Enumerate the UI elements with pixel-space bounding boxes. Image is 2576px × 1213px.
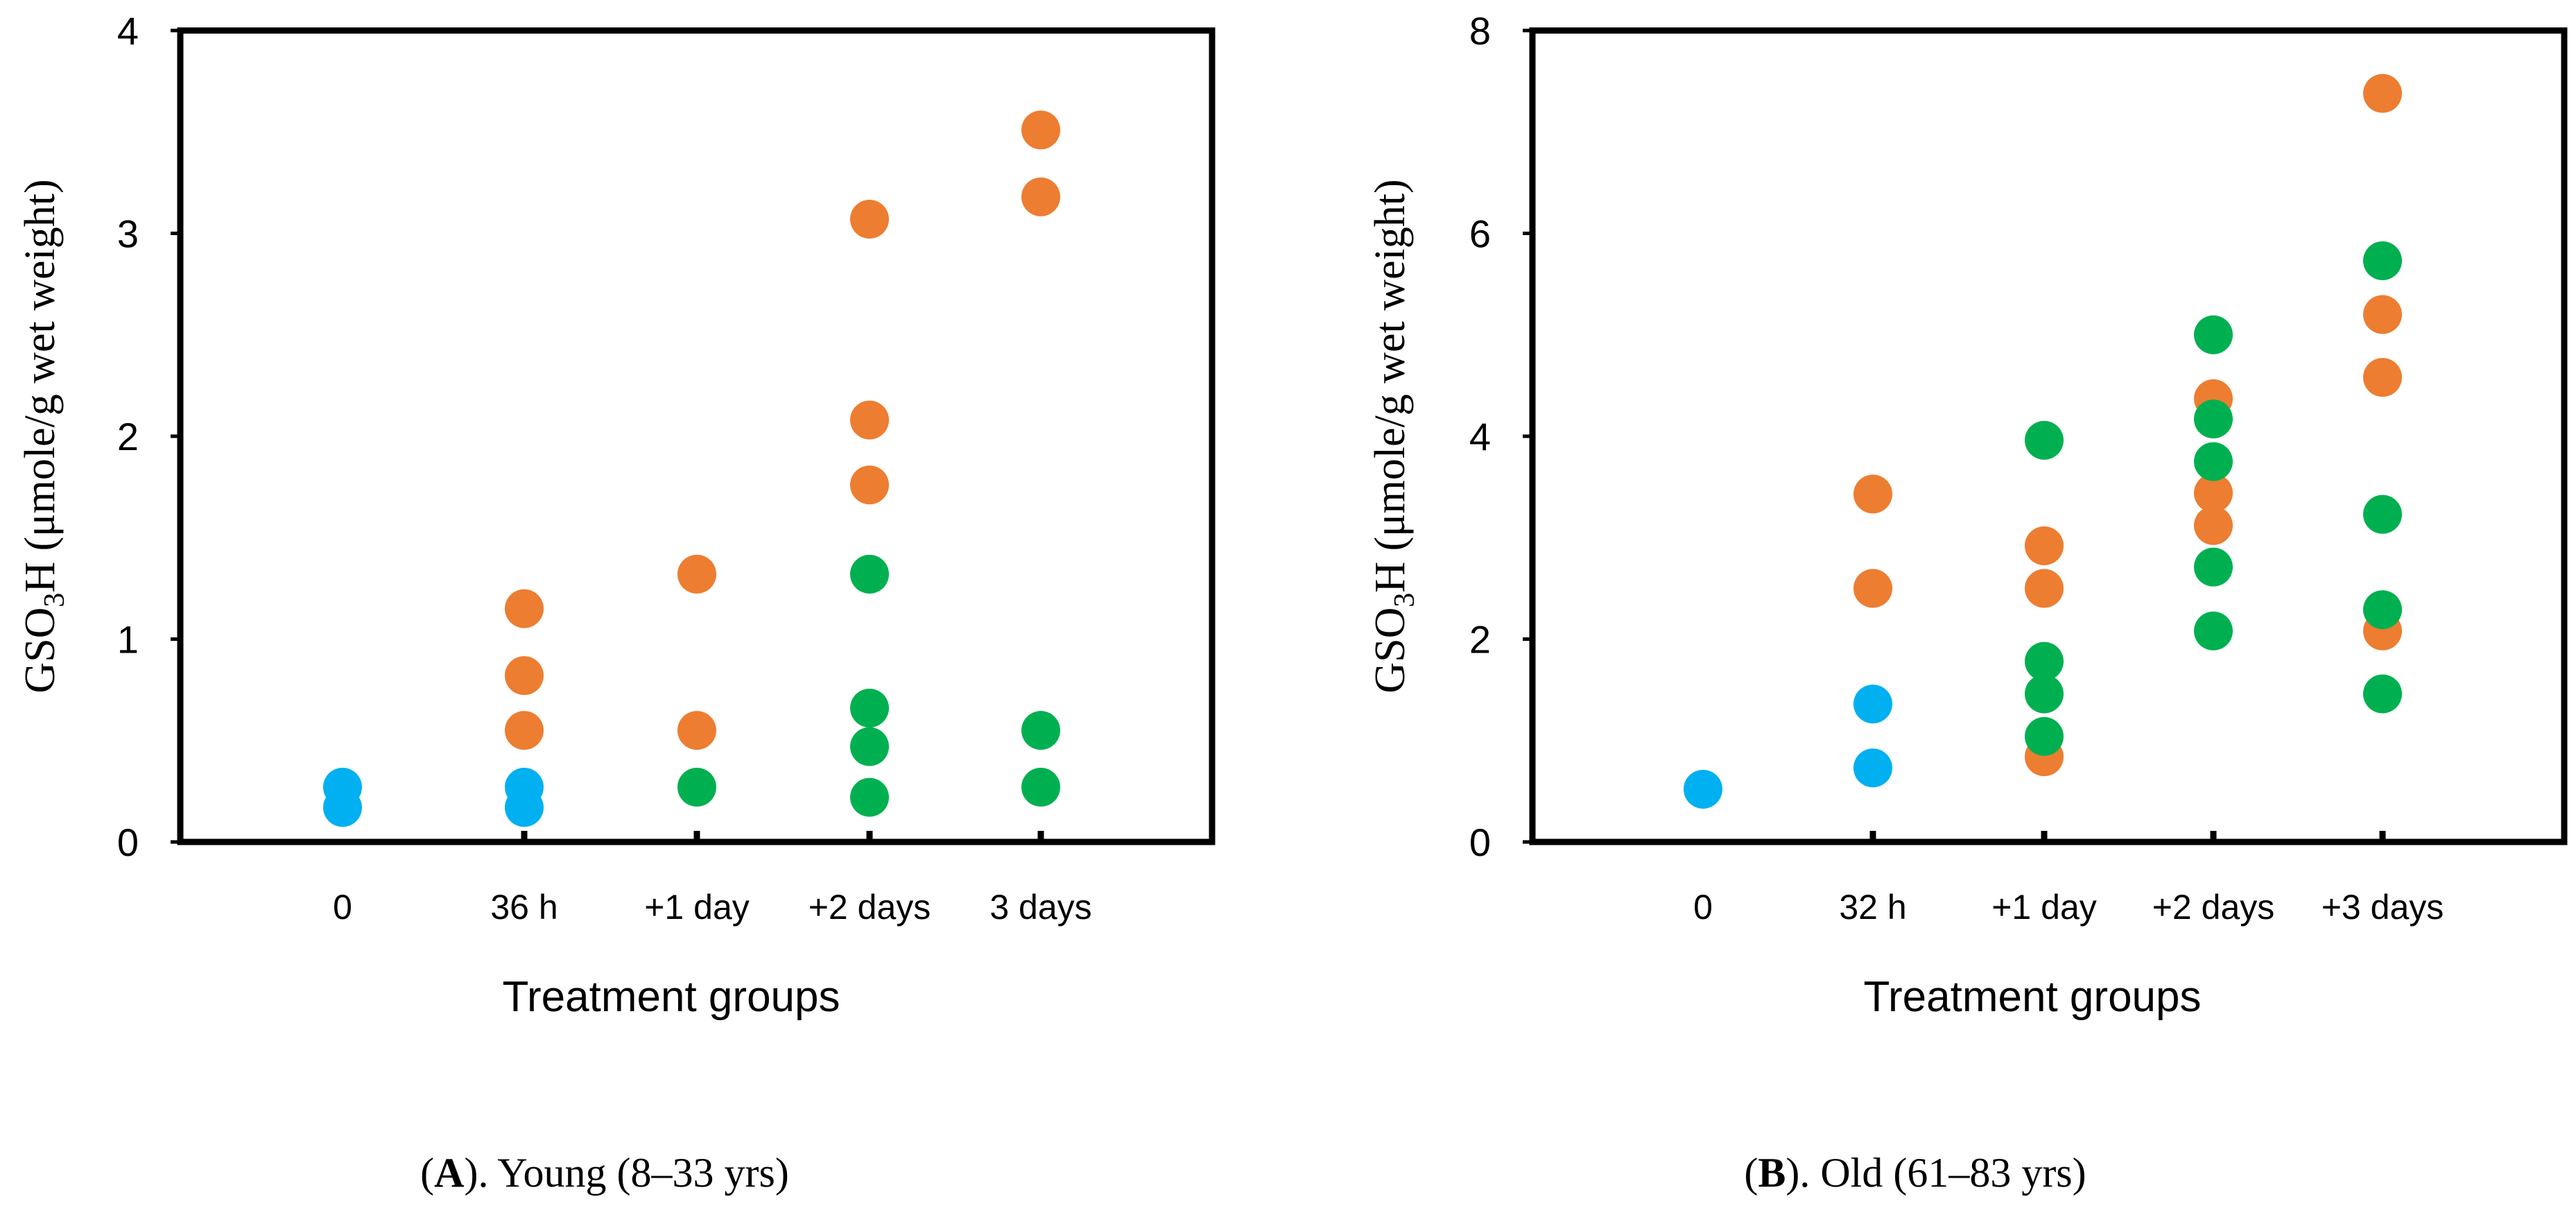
panel-b-x-tick-label: +3 days xyxy=(2322,888,2444,927)
panel-a-point-green xyxy=(1021,711,1060,750)
panel-b-x-tick-label: 32 h xyxy=(1839,888,1906,927)
panel-a-points xyxy=(323,110,1060,827)
panel-b-point-green xyxy=(2194,315,2233,354)
panel-b-caption: (B). Old (61–83 yrs) xyxy=(1744,1150,2086,1196)
panel-b-y-ticks: 0 2 4 6 8 xyxy=(1469,9,1532,864)
panel-a-point-blue xyxy=(323,788,362,827)
panel-a-caption: (A). Young (8–33 yrs) xyxy=(420,1150,789,1196)
panel-a-point-green xyxy=(1021,768,1060,807)
panel-b-point-blue xyxy=(1684,769,1722,809)
panel-b-point-green xyxy=(2194,611,2233,651)
panel-a-point-orange xyxy=(505,656,544,696)
panel-a-point-blue xyxy=(505,788,544,827)
panel-b-y-tick-label: 8 xyxy=(1469,9,1491,53)
panel-a-point-orange xyxy=(677,711,716,750)
panel-b-x-axis-title: Treatment groups xyxy=(1863,973,2201,1021)
panel-b-point-blue xyxy=(1853,748,1892,788)
panel-b-point-blue xyxy=(1853,685,1892,724)
panel-a-x-tick-label: 0 xyxy=(333,888,352,927)
panel-b-point-orange xyxy=(2194,473,2233,513)
panel-b-point-orange xyxy=(2363,74,2402,113)
panel-a-point-orange xyxy=(1021,110,1060,150)
panel-b-x-tick-label: +1 day xyxy=(1991,888,2097,927)
panel-b-x-ticks: 0 32 h +1 day +2 days +3 days xyxy=(1693,831,2444,927)
panel-b-point-green xyxy=(2025,674,2064,714)
panel-a-x-tick-label: 3 days xyxy=(989,888,1091,927)
panel-a-point-orange xyxy=(1021,177,1060,216)
panel-b-point-green xyxy=(2025,716,2064,756)
panel-b-y-tick-label: 4 xyxy=(1469,415,1491,458)
panel-a-y-tick-label: 1 xyxy=(117,618,139,662)
panel-a-x-tick-label: +2 days xyxy=(809,888,931,927)
panel-b-y-tick-label: 0 xyxy=(1469,820,1491,864)
panel-b-point-green xyxy=(2363,674,2402,714)
panel-a-point-orange xyxy=(505,589,544,628)
panel-b-x-tick-label: +2 days xyxy=(2152,888,2275,927)
panel-a-point-orange xyxy=(677,554,716,594)
panel-b-point-green xyxy=(2194,547,2233,587)
panel-b-point-orange xyxy=(1853,474,1892,514)
panel-b-chart: 0 2 4 6 8 0 32 h +1 day +2 days +3 days Treatmen… xyxy=(1367,9,2568,1196)
panel-b-point-green xyxy=(2194,442,2233,481)
panel-b-y-axis-title: GSO3H (μmole/g wet weight) xyxy=(1367,179,1421,693)
panel-a-x-ticks: 0 36 h +1 day +2 days 3 days xyxy=(333,831,1092,927)
panel-b-point-green xyxy=(2363,494,2402,534)
panel-a-point-green xyxy=(850,727,889,766)
panel-a-point-orange xyxy=(505,711,544,750)
panel-b-point-orange xyxy=(2025,526,2064,565)
panel-b-point-orange xyxy=(2025,569,2064,608)
panel-b-y-tick-label: 6 xyxy=(1469,212,1491,256)
panel-b-point-green xyxy=(2025,420,2064,460)
panel-b-points xyxy=(1684,74,2402,809)
panel-a-chart: 0 1 2 3 4 0 36 h +1 day +2 days 3 days Treatment… xyxy=(17,9,1216,1196)
panel-b-point-orange xyxy=(2363,295,2402,334)
panel-a-point-orange xyxy=(850,200,889,239)
panel-a-point-green xyxy=(850,777,889,817)
panel-a-point-orange xyxy=(850,465,889,505)
panel-a-point-green xyxy=(850,688,889,728)
panel-a-y-tick-label: 3 xyxy=(117,212,139,256)
panel-b-point-orange xyxy=(2194,506,2233,545)
panel-a-x-axis-title: Treatment groups xyxy=(502,973,840,1021)
panel-a-point-orange xyxy=(850,400,889,440)
panel-a-y-tick-label: 2 xyxy=(117,415,139,458)
panel-a-x-tick-label: 36 h xyxy=(490,888,557,927)
panel-a-y-ticks: 0 1 2 3 4 xyxy=(117,9,180,864)
panel-b-y-tick-label: 2 xyxy=(1469,618,1491,662)
panel-a-x-tick-label: +1 day xyxy=(644,888,750,927)
panel-a-point-green xyxy=(850,554,889,594)
panel-b-point-orange xyxy=(2363,358,2402,397)
panel-a-y-tick-label: 4 xyxy=(117,9,139,53)
panel-a-y-axis-title: GSO3H (μmole/g wet weight) xyxy=(17,179,71,693)
panel-b-point-green xyxy=(2025,642,2064,681)
panel-a-y-tick-label: 0 xyxy=(117,820,139,864)
panel-b-point-orange xyxy=(1853,569,1892,608)
panel-b-x-tick-label: 0 xyxy=(1693,888,1713,927)
panel-b-point-green xyxy=(2363,241,2402,280)
panel-a-point-green xyxy=(677,768,716,807)
panel-b-point-green xyxy=(2194,399,2233,439)
panel-b-point-green xyxy=(2363,590,2402,630)
